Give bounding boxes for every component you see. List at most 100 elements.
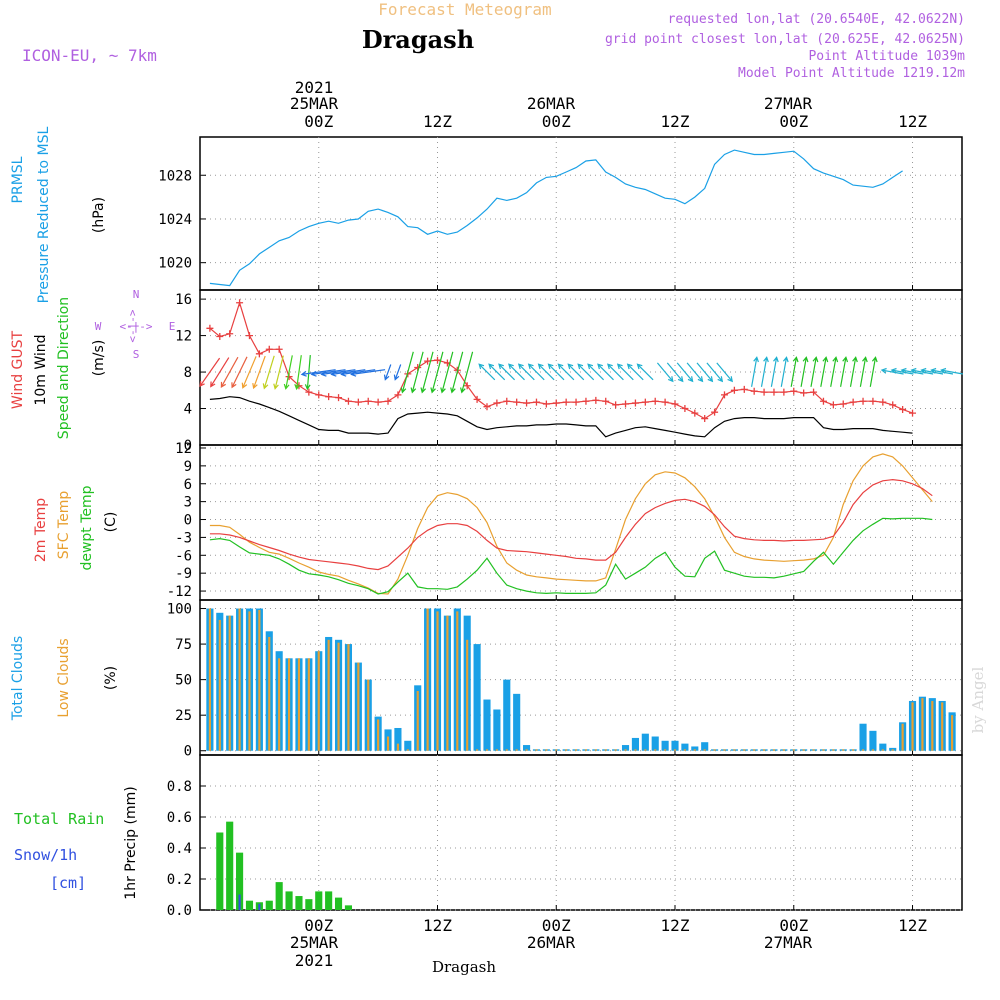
gust-marker (711, 408, 719, 416)
y-tick-label: 3 (184, 495, 192, 511)
gust-marker (661, 398, 669, 406)
wind-direction-arrow (830, 356, 839, 387)
low-cloud-bar (278, 658, 281, 751)
y-tick-label: 9 (184, 459, 192, 475)
gust-marker (859, 397, 867, 405)
p4-label-low: Low Clouds (56, 638, 72, 717)
low-cloud-bar (495, 749, 498, 751)
top-date-label-1: 25MAR (290, 94, 339, 113)
p4-label-total: Total Clouds (10, 636, 26, 721)
low-cloud-bar (248, 611, 251, 751)
rain-bar (334, 897, 343, 910)
gust-marker (899, 405, 907, 413)
rain-bar (344, 905, 353, 910)
rain-bar (325, 891, 333, 910)
low-cloud-bar (614, 749, 617, 751)
gust-marker (800, 389, 808, 397)
y-tick-label: 0.0 (167, 903, 192, 919)
model-altitude: Model Point Altitude 1219.12m (738, 66, 965, 81)
low-cloud-bar (297, 658, 301, 751)
low-cloud-bar (485, 749, 489, 751)
gust-marker (592, 396, 600, 404)
gust-marker (651, 397, 659, 405)
wind-direction-arrow (241, 356, 257, 389)
y-tick-label: -6 (175, 548, 192, 564)
wind-direction-arrow (283, 355, 293, 390)
gust-marker (810, 388, 818, 396)
total-cloud-bar (681, 743, 689, 751)
gust-marker (394, 391, 402, 399)
wind-direction-arrow (400, 351, 414, 394)
wind-direction-arrow (273, 355, 284, 390)
wind-direction-arrow (849, 356, 858, 387)
grid-coords: grid point closest lon,lat (20.625E, 42.… (605, 32, 965, 47)
gust-marker (612, 401, 620, 409)
total-cloud-bar (394, 727, 402, 751)
bottom-date-label-3: 27MAR (764, 933, 813, 952)
wind-direction-arrow (478, 363, 496, 381)
y-tick-label: 25 (175, 708, 192, 724)
sfc-temp-line (209, 453, 933, 595)
wind-direction-arrow (508, 363, 525, 381)
wind-direction-arrow (498, 363, 516, 381)
rain-bar (236, 852, 244, 910)
p3-label-dewpt: dewpt Temp (79, 485, 95, 570)
gust-marker (879, 398, 887, 406)
y-tick-label: 8 (184, 365, 192, 381)
wind-direction-arrow (890, 367, 914, 375)
low-cloud-bar (337, 642, 340, 751)
bottom-time-ticks: 00Z 12Z 00Z 12Z 00Z 12Z (304, 916, 927, 935)
wind-direction-arrow (790, 356, 799, 387)
total-cloud-bar (701, 742, 709, 751)
top-date-label-2: 26MAR (527, 94, 576, 113)
wind-direction-arrow (393, 364, 402, 381)
gust-marker (572, 398, 580, 406)
low-cloud-bar (693, 749, 696, 751)
bottom-tick-label: 00Z (304, 916, 333, 935)
low-cloud-bar (852, 749, 855, 751)
wind-direction-arrow (262, 355, 275, 390)
bottom-tick-label: 12Z (423, 916, 452, 935)
wind-direction-arrow (430, 351, 444, 394)
wind-direction-arrow (410, 351, 424, 394)
low-cloud-bar (782, 749, 785, 751)
wind-direction-arrow (656, 362, 674, 383)
gust-marker (750, 387, 758, 395)
wind-direction-arrow (869, 356, 878, 387)
product-title: Forecast Meteogram (378, 0, 551, 19)
low-cloud-bar (377, 719, 380, 751)
gust-marker (770, 388, 778, 396)
gust-marker (503, 397, 511, 405)
low-cloud-bar (743, 749, 746, 751)
p2-label-wind: 10m Wind (33, 334, 49, 405)
wind-direction-arrow (676, 362, 694, 383)
low-cloud-bar (406, 749, 409, 751)
gust-marker (344, 397, 352, 405)
gust-marker (681, 405, 689, 413)
gust-marker (849, 398, 857, 406)
wind-direction-arrow (557, 363, 575, 381)
p5-label-snow: Snow/1h (14, 846, 77, 864)
low-cloud-bar (733, 749, 736, 751)
total-cloud-bar (621, 745, 630, 751)
p1-unit: (hPa) (91, 197, 107, 233)
gust-marker (552, 399, 560, 407)
gust-marker (760, 388, 768, 396)
y-tick-label: -3 (175, 530, 192, 546)
gust-marker (829, 401, 837, 409)
y-tick-label: 1024 (158, 212, 192, 228)
total-cloud-bar (523, 745, 531, 751)
low-cloud-bar (654, 749, 657, 751)
wind-direction-arrow (220, 356, 239, 388)
wind-direction-arrow (488, 363, 506, 381)
total-cloud-bar (404, 740, 412, 751)
gust-marker (622, 400, 630, 408)
wind-direction-arrow (252, 355, 266, 390)
low-cloud-bar (327, 639, 330, 751)
gust-marker (562, 398, 570, 406)
top-tick-label: 00Z (542, 112, 571, 131)
model-name: ICON-EU, ~ 7km (22, 46, 157, 65)
low-cloud-bar (258, 609, 261, 751)
low-cloud-bar (861, 749, 865, 751)
